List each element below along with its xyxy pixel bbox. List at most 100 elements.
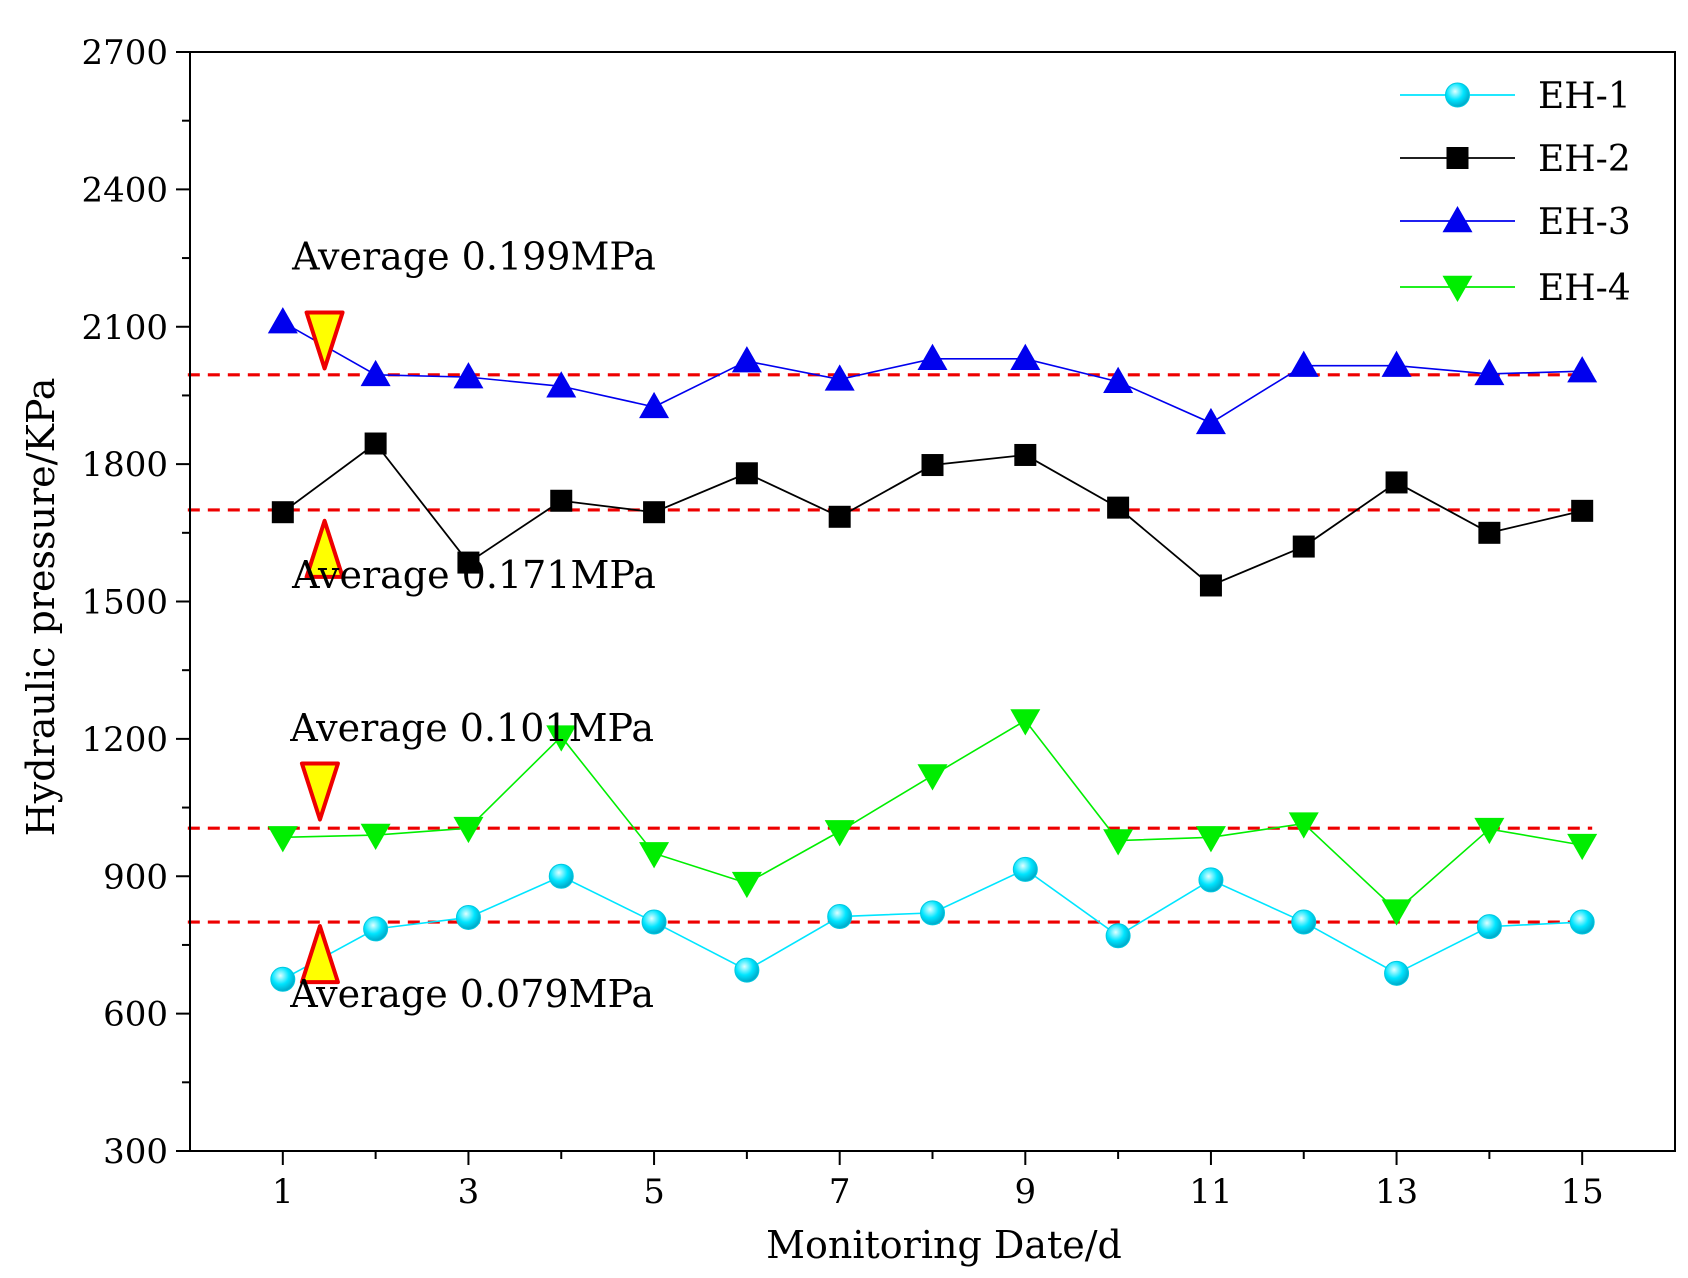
data-point-eh-3 [1567, 356, 1598, 383]
data-point-eh-1 [827, 904, 853, 930]
data-point-eh-1 [641, 909, 667, 935]
legend-marker-square-icon [1446, 147, 1469, 169]
y-tick-label: 2400 [81, 170, 168, 210]
data-point-eh-1 [270, 966, 296, 992]
data-point-eh-1 [1384, 960, 1410, 986]
x-tick-label: 11 [1189, 1172, 1232, 1212]
annotation-label: Average 0.079MPa [289, 972, 654, 1016]
data-point-eh-2 [1571, 499, 1594, 522]
data-point-eh-2 [1292, 535, 1315, 558]
legend-item-eh-4: EH-4 [1400, 268, 1631, 309]
reference-lines [187, 373, 1593, 924]
data-point-eh-1 [1105, 923, 1131, 949]
data-point-eh-2 [828, 505, 851, 528]
annotation-label: Average 0.199MPa [291, 235, 656, 279]
data-point-eh-2 [921, 454, 944, 477]
data-point-eh-4 [1010, 709, 1041, 736]
data-point-eh-4 [1288, 812, 1319, 839]
data-point-eh-3 [360, 359, 391, 387]
data-point-eh-4 [1474, 817, 1505, 845]
x-tick-label: 9 [1014, 1172, 1036, 1212]
annotation-arrow-down-icon [304, 310, 345, 371]
data-point-eh-4 [639, 842, 670, 869]
data-point-eh-3 [1381, 350, 1412, 377]
x-tick-label: 13 [1375, 1172, 1418, 1212]
data-point-eh-4 [917, 764, 948, 791]
data-point-eh-2 [271, 501, 294, 524]
data-point-eh-4 [267, 826, 298, 853]
x-tick-label: 5 [643, 1172, 665, 1212]
data-point-eh-4 [824, 820, 855, 847]
legend-marker-triangle-up-icon [1442, 206, 1473, 233]
data-point-eh-1 [1198, 867, 1224, 893]
data-series [267, 307, 1598, 992]
data-point-eh-1 [1291, 909, 1317, 935]
data-point-eh-3 [824, 364, 855, 391]
data-point-eh-3 [1195, 407, 1226, 435]
data-point-eh-4 [453, 816, 484, 844]
x-tick-label: 3 [458, 1172, 480, 1212]
data-point-eh-2 [457, 551, 480, 574]
legend-label: EH-4 [1538, 268, 1631, 309]
data-point-eh-3 [453, 362, 484, 389]
data-point-eh-3 [1010, 343, 1041, 371]
legend-item-eh-1: EH-1 [1400, 76, 1631, 117]
data-point-eh-2 [1199, 574, 1222, 597]
annotation-label: Average 0.171MPa [291, 553, 656, 597]
data-point-eh-1 [1012, 856, 1038, 882]
legend-label: EH-3 [1538, 202, 1631, 243]
data-point-eh-1 [1476, 914, 1502, 940]
data-point-eh-1 [548, 863, 574, 889]
series-eh-4 [267, 709, 1598, 926]
data-point-eh-2 [1107, 496, 1130, 519]
data-point-eh-1 [363, 916, 389, 942]
data-point-eh-2 [1014, 443, 1037, 466]
axes: 1 3 5 7 9 11 13 1530060090012001500180021002400… [81, 33, 1676, 1212]
data-point-eh-3 [639, 391, 670, 419]
data-point-eh-2 [1478, 521, 1501, 544]
x-axis-title: Monitoring Date/d [766, 1223, 1122, 1267]
y-tick-label: 900 [103, 857, 168, 897]
legend-label: EH-1 [1538, 76, 1631, 117]
annotation-label: Average 0.101MPa [289, 706, 654, 750]
data-point-eh-2 [550, 489, 573, 512]
x-tick-label: 15 [1561, 1172, 1604, 1212]
data-point-eh-2 [735, 462, 758, 485]
legend-item-eh-3: EH-3 [1400, 202, 1631, 243]
data-point-eh-3 [546, 371, 577, 398]
legend-label: EH-2 [1538, 139, 1631, 180]
x-tick-label: 7 [829, 1172, 851, 1212]
y-tick-label: 2700 [81, 33, 168, 73]
y-tick-label: 300 [103, 1132, 168, 1172]
data-point-eh-4 [1381, 899, 1412, 926]
data-point-eh-1 [734, 957, 760, 983]
series-eh-3 [267, 307, 1598, 435]
annotation-arrow-up-icon [299, 924, 340, 985]
data-point-eh-4 [1567, 833, 1598, 861]
data-point-eh-3 [267, 307, 298, 334]
series-eh-1 [270, 856, 1595, 992]
series-eh-2 [271, 432, 1594, 597]
data-point-eh-4 [731, 871, 762, 899]
x-tick-label: 1 [272, 1172, 294, 1212]
y-axis-title: Hydraulic pressure/KPa [19, 378, 63, 837]
data-point-eh-3 [1103, 366, 1134, 393]
legend-item-eh-2: EH-2 [1400, 139, 1631, 180]
data-point-eh-3 [917, 343, 948, 371]
data-point-eh-4 [546, 725, 577, 752]
data-point-eh-3 [1474, 358, 1505, 386]
data-point-eh-1 [1569, 909, 1595, 935]
annotation-arrow-up-icon [304, 518, 345, 579]
data-point-eh-1 [920, 900, 945, 926]
annotation-arrow-down-icon [299, 761, 340, 822]
legend-marker-triangle-down-icon [1442, 275, 1473, 302]
legend: EH-1 EH-2 EH-3 EH-4 [1400, 76, 1631, 309]
data-point-eh-2 [1385, 471, 1408, 494]
annotations: Average 0.199MPa Average 0.171MPa Average … [289, 235, 656, 1016]
data-point-eh-3 [1288, 350, 1319, 377]
data-point-eh-3 [731, 346, 762, 373]
data-point-eh-4 [1103, 829, 1134, 856]
y-tick-label: 1800 [81, 445, 168, 485]
